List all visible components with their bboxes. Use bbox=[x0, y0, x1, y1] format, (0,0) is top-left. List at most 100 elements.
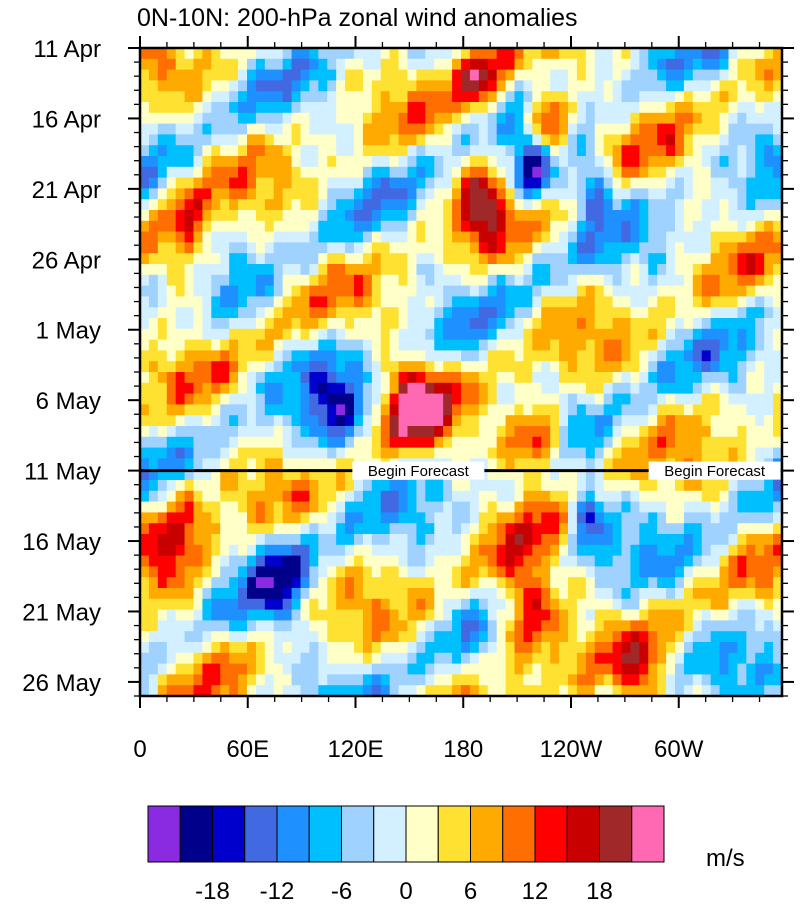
heatmap-cell bbox=[148, 231, 159, 243]
heatmap-cell bbox=[425, 350, 435, 362]
heatmap-cell bbox=[318, 253, 328, 265]
heatmap-cell bbox=[719, 523, 730, 535]
heatmap-cell bbox=[532, 490, 542, 503]
heatmap-cell bbox=[318, 566, 328, 578]
heatmap-cell bbox=[398, 91, 409, 103]
heatmap-cell bbox=[398, 588, 409, 600]
heatmap-cell bbox=[148, 91, 159, 103]
heatmap-cell bbox=[746, 415, 756, 427]
heatmap-cell bbox=[157, 652, 168, 665]
heatmap-cell bbox=[202, 328, 212, 341]
heatmap-cell bbox=[371, 69, 382, 81]
heatmap-cell bbox=[282, 318, 293, 330]
heatmap-cell bbox=[354, 372, 364, 384]
heatmap-cell bbox=[505, 663, 516, 675]
heatmap-cell bbox=[630, 253, 640, 265]
heatmap-cell bbox=[336, 382, 346, 395]
heatmap-cell bbox=[639, 112, 649, 125]
heatmap-cell bbox=[354, 69, 364, 81]
heatmap-cell bbox=[407, 220, 418, 233]
heatmap-cell bbox=[291, 469, 302, 481]
heatmap-cell bbox=[309, 631, 319, 643]
heatmap-cell bbox=[193, 382, 204, 395]
heatmap-cell bbox=[443, 350, 453, 362]
heatmap-cell bbox=[675, 242, 685, 254]
heatmap-cell bbox=[683, 534, 694, 546]
heatmap-cell bbox=[336, 631, 346, 643]
heatmap-cell bbox=[683, 620, 694, 632]
heatmap-cell bbox=[541, 318, 551, 330]
heatmap-cell bbox=[576, 490, 587, 503]
heatmap-cell bbox=[229, 663, 239, 675]
heatmap-cell bbox=[755, 242, 765, 254]
heatmap-cell bbox=[603, 566, 614, 578]
heatmap-cell bbox=[550, 307, 560, 319]
heatmap-cell bbox=[737, 361, 747, 373]
heatmap-cell bbox=[300, 242, 311, 254]
heatmap-cell bbox=[229, 80, 239, 92]
heatmap-cell bbox=[336, 231, 346, 243]
heatmap-cell bbox=[719, 145, 730, 157]
heatmap-cell bbox=[202, 523, 212, 535]
heatmap-cell bbox=[532, 523, 542, 535]
heatmap-cell bbox=[657, 415, 667, 427]
heatmap-cell bbox=[701, 490, 712, 503]
heatmap-cell bbox=[398, 490, 409, 503]
heatmap-cell bbox=[273, 382, 284, 395]
heatmap-cell bbox=[639, 447, 649, 459]
heatmap-cell bbox=[416, 544, 426, 557]
heatmap-cell bbox=[550, 123, 560, 135]
heatmap-cell bbox=[389, 404, 400, 416]
heatmap-cell bbox=[773, 145, 783, 157]
heatmap-cell bbox=[291, 134, 302, 146]
heatmap-cell bbox=[273, 58, 284, 71]
heatmap-cell bbox=[336, 588, 346, 600]
heatmap-cell bbox=[505, 555, 516, 567]
colorbar-swatch bbox=[470, 805, 504, 863]
heatmap-cell bbox=[175, 199, 186, 211]
heatmap-cell bbox=[603, 685, 614, 697]
heatmap-cell bbox=[764, 134, 774, 146]
heatmap-cell bbox=[345, 642, 355, 654]
heatmap-cell bbox=[461, 188, 471, 200]
heatmap-cell bbox=[148, 415, 159, 427]
heatmap-cell bbox=[594, 663, 605, 675]
heatmap-cell bbox=[157, 555, 168, 567]
heatmap-cell bbox=[523, 609, 533, 621]
heatmap-cell bbox=[273, 91, 284, 103]
heatmap-cell bbox=[434, 685, 444, 697]
heatmap-cell bbox=[505, 588, 516, 600]
heatmap-cell bbox=[255, 80, 266, 92]
heatmap-cell bbox=[291, 156, 302, 168]
heatmap-cell bbox=[728, 663, 739, 675]
heatmap-cell bbox=[764, 339, 774, 351]
heatmap-cell bbox=[238, 490, 248, 503]
heatmap-cell bbox=[184, 652, 195, 665]
heatmap-cell bbox=[710, 501, 721, 513]
heatmap-cell bbox=[184, 588, 195, 600]
heatmap-cell bbox=[514, 426, 525, 438]
heatmap-cell bbox=[264, 166, 275, 179]
heatmap-cell bbox=[568, 566, 578, 578]
heatmap-cell bbox=[630, 264, 640, 276]
heatmap-cell bbox=[273, 609, 284, 621]
heatmap-cell bbox=[318, 458, 328, 470]
heatmap-field bbox=[140, 48, 783, 697]
heatmap-cell bbox=[140, 426, 150, 438]
heatmap-cell bbox=[568, 307, 578, 319]
heatmap-cell bbox=[264, 372, 275, 384]
heatmap-cell bbox=[683, 512, 694, 524]
heatmap-cell bbox=[594, 480, 605, 492]
heatmap-cell bbox=[273, 480, 284, 492]
heatmap-cell bbox=[166, 134, 177, 146]
heatmap-cell bbox=[380, 210, 391, 222]
heatmap-cell bbox=[576, 188, 587, 200]
heatmap-cell bbox=[710, 588, 721, 600]
heatmap-cell bbox=[710, 534, 721, 546]
heatmap-cell bbox=[603, 382, 614, 395]
heatmap-cell bbox=[238, 123, 248, 135]
heatmap-cell bbox=[211, 415, 221, 427]
heatmap-cell bbox=[345, 447, 355, 459]
heatmap-cell bbox=[710, 134, 721, 146]
heatmap-cell bbox=[318, 328, 328, 341]
